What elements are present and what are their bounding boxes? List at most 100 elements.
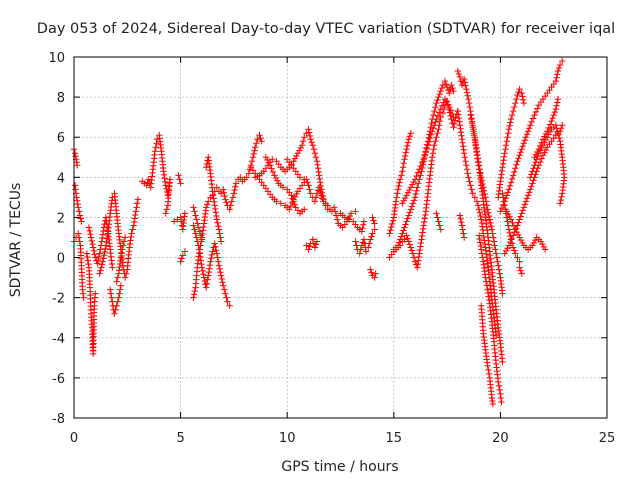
data-point (520, 140, 528, 147)
data-point (539, 152, 547, 159)
data-point (317, 188, 324, 195)
data-point (411, 176, 419, 183)
data-point (341, 214, 348, 221)
data-point (477, 212, 484, 220)
data-point (312, 194, 320, 201)
data-point (542, 146, 550, 154)
data-point (100, 251, 108, 259)
data-point (368, 233, 375, 240)
data-point (468, 115, 475, 123)
data-point (528, 171, 535, 178)
data-point (107, 286, 114, 293)
data-point (503, 192, 510, 199)
data-point (121, 274, 129, 281)
data-point (470, 128, 477, 135)
data-point (314, 165, 322, 172)
data-point (303, 130, 310, 137)
x-tick-label: 5 (176, 431, 184, 446)
data-point (396, 179, 403, 186)
data-point (75, 208, 83, 215)
x-tick-label: 25 (599, 431, 616, 446)
data-point (460, 150, 468, 157)
data-point (476, 209, 483, 216)
data-point (237, 174, 244, 181)
data-point (439, 81, 447, 89)
data-point (297, 144, 304, 152)
data-point (464, 92, 471, 99)
data-point (462, 158, 469, 165)
data-point (394, 242, 402, 249)
data-point (554, 95, 562, 103)
data-point (74, 200, 81, 208)
data-point (509, 172, 517, 179)
data-point (422, 149, 429, 156)
data-point (224, 298, 231, 305)
data-point (226, 206, 233, 213)
data-point (365, 244, 372, 251)
data-point (76, 238, 83, 245)
data-point (410, 254, 418, 261)
data-point (494, 258, 501, 265)
data-point (111, 310, 118, 317)
data-point (517, 267, 524, 274)
data-point (320, 198, 327, 205)
data-point (437, 226, 444, 233)
data-point (527, 121, 534, 129)
data-point (529, 242, 536, 249)
data-point (80, 294, 87, 301)
data-point (558, 193, 565, 200)
data-point (468, 186, 475, 193)
data-point (508, 111, 516, 119)
data-point (317, 179, 324, 186)
data-point (463, 89, 471, 96)
data-point (192, 230, 199, 237)
data-point (221, 286, 228, 293)
data-point (115, 294, 122, 301)
data-point (522, 134, 530, 141)
data-point (161, 178, 169, 186)
data-point (176, 176, 183, 183)
y-tick-label: -4 (52, 332, 65, 347)
data-point (204, 276, 211, 283)
data-point (520, 99, 528, 107)
data-point (422, 211, 429, 219)
y-tick-label: 2 (57, 211, 65, 226)
data-point (309, 142, 316, 149)
data-point (204, 201, 211, 208)
data-point (511, 247, 518, 254)
x-tick-label: 10 (279, 431, 296, 446)
data-point (126, 244, 133, 251)
data-point (114, 298, 121, 305)
data-point (517, 213, 524, 220)
data-point (367, 236, 374, 243)
data-point (417, 243, 424, 250)
data-point (474, 202, 482, 209)
data-point (215, 258, 222, 265)
data-point (532, 159, 539, 166)
data-point (268, 165, 275, 172)
data-point (406, 209, 413, 216)
data-point (516, 234, 523, 241)
data-point (414, 264, 421, 271)
data-point (556, 134, 563, 142)
data-point (404, 189, 412, 196)
data-point (476, 239, 484, 246)
data-point (352, 238, 359, 245)
data-point (309, 236, 316, 243)
data-point (197, 253, 204, 261)
data-point (414, 169, 422, 176)
data-point (504, 218, 511, 225)
data-point (475, 162, 482, 170)
data-point (487, 219, 494, 226)
data-point (190, 291, 198, 298)
data-point (134, 200, 141, 207)
data-point (371, 274, 378, 281)
data-point (405, 212, 412, 219)
data-point (424, 142, 432, 149)
data-point (545, 124, 552, 132)
data-point (134, 196, 142, 203)
data-point (502, 247, 510, 255)
data-point (402, 149, 410, 156)
data-point (117, 254, 125, 261)
data-point (540, 243, 547, 251)
